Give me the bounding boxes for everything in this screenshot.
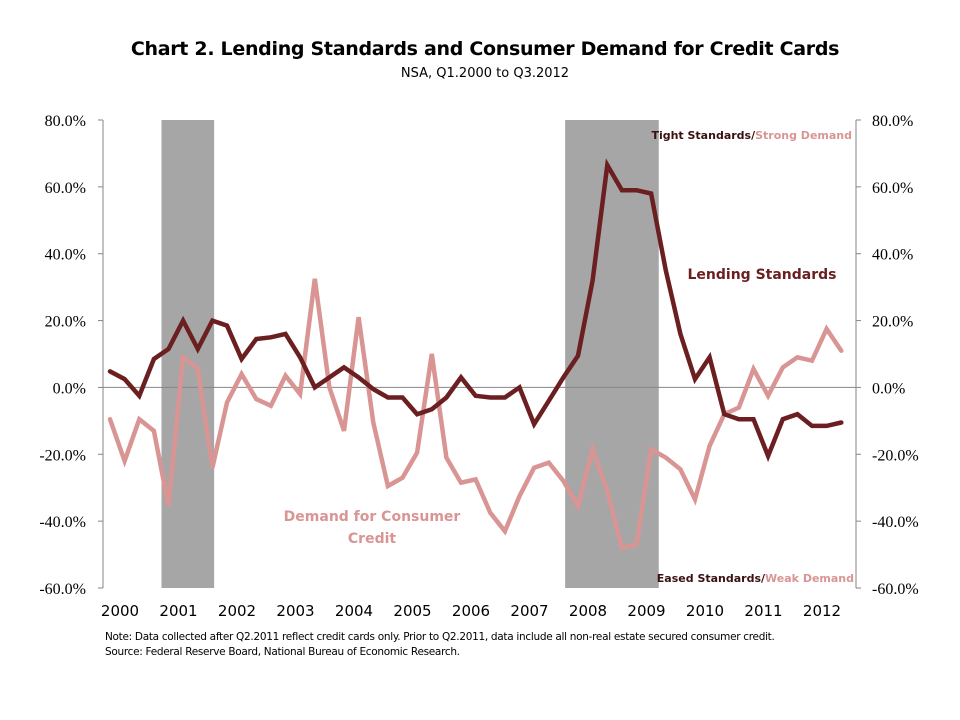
right-y-tick-label: 40.0% bbox=[872, 247, 913, 264]
left-y-tick-label: -20.0% bbox=[39, 447, 86, 464]
x-tick-label: 2008 bbox=[569, 602, 607, 620]
right-y-tick-label: 0.0% bbox=[872, 380, 905, 397]
right-y-tick-label: -40.0% bbox=[872, 514, 919, 531]
demand-label-line2: Credit bbox=[348, 531, 396, 547]
right-y-tick-label: 60.0% bbox=[872, 180, 913, 197]
right-y-tick-label: 80.0% bbox=[872, 113, 913, 130]
demand-line bbox=[107, 278, 844, 551]
x-tick-label: 2007 bbox=[510, 602, 548, 620]
x-tick-label: 2000 bbox=[101, 602, 139, 620]
left-y-tick-label: 20.0% bbox=[45, 314, 86, 331]
left-y-tick-label: 0.0% bbox=[53, 380, 86, 397]
left-y-tick-label: 80.0% bbox=[45, 113, 86, 130]
right-y-tick-label: -20.0% bbox=[872, 447, 919, 464]
recession-2001-shade bbox=[161, 120, 215, 588]
right-y-tick-label: -60.0% bbox=[872, 581, 919, 598]
footnote: Note: Data collected after Q2.2011 refle… bbox=[105, 630, 775, 660]
x-tick-label: 2012 bbox=[803, 602, 841, 620]
x-tick-label: 2005 bbox=[393, 602, 431, 620]
right-y-tick-label: 20.0% bbox=[872, 314, 913, 331]
chart-subtitle: NSA, Q1.2000 to Q3.2012 bbox=[400, 66, 570, 81]
left-y-tick-label: -60.0% bbox=[39, 581, 86, 598]
eased-weak-label: Eased Standards/Weak Demand bbox=[657, 572, 854, 585]
strong-demand-text: Strong Demand bbox=[755, 129, 852, 142]
x-tick-label: 2001 bbox=[159, 602, 197, 620]
note-text: Note: Data collected after Q2.2011 refle… bbox=[105, 631, 775, 643]
left-y-tick-label: 60.0% bbox=[45, 180, 86, 197]
annotations: Lending Standards Demand for Consumer Cr… bbox=[284, 129, 854, 585]
left-y-tick-label: 40.0% bbox=[45, 247, 86, 264]
x-tick-label: 2010 bbox=[686, 602, 724, 620]
x-tick-label: 2009 bbox=[627, 602, 665, 620]
eased-standards-text: Eased Standards/ bbox=[657, 572, 766, 585]
tight-strong-label: Tight Standards/Strong Demand bbox=[651, 129, 852, 142]
axes: 80.0% 80.0% 60.0% 60.0% 40.0% 40.0% 20.0% 20.0%… bbox=[39, 113, 918, 620]
weak-demand-text: Weak Demand bbox=[765, 572, 854, 585]
x-tick-label: 2003 bbox=[276, 602, 314, 620]
lending-standards-label: Lending Standards bbox=[688, 267, 837, 283]
series-lines bbox=[107, 158, 844, 551]
x-tick-label: 2002 bbox=[218, 602, 256, 620]
x-tick-label: 2006 bbox=[452, 602, 490, 620]
chart-title: Chart 2. Lending Standards and Consumer … bbox=[130, 38, 840, 60]
x-tick-label: 2004 bbox=[335, 602, 373, 620]
demand-label-line1: Demand for Consumer bbox=[284, 509, 461, 525]
left-y-tick-label: -40.0% bbox=[39, 514, 86, 531]
x-tick-label: 2011 bbox=[744, 602, 782, 620]
source-text: Source: Federal Reserve Board, National … bbox=[105, 646, 460, 658]
tight-standards-text: Tight Standards/ bbox=[651, 129, 756, 142]
